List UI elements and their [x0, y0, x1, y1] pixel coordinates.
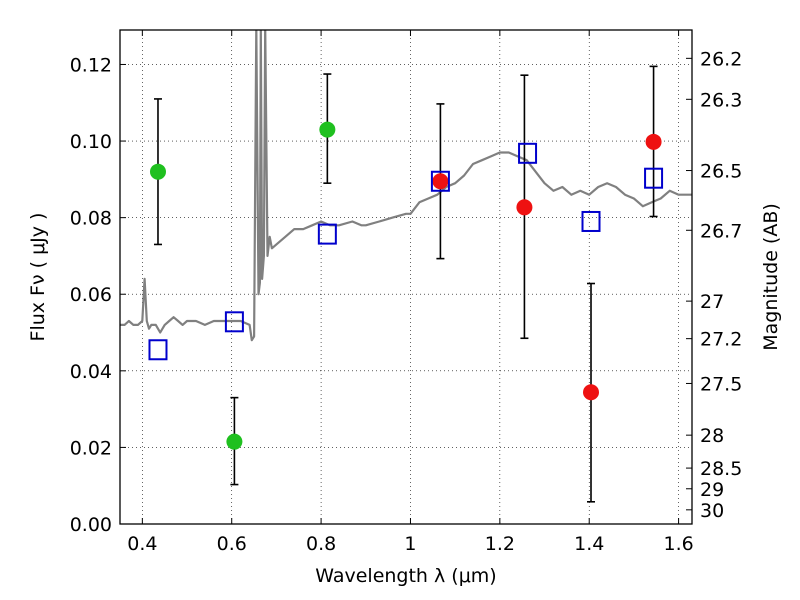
x-axis: 0.4 0.6 0.8 1 1.2 1.4 1.6 [127, 30, 694, 555]
y-axis-left: 0.00 0.02 0.04 0.06 0.08 0.10 0.12 [70, 54, 126, 536]
mag-tick-label: 26.5 [700, 161, 742, 183]
model-point [317, 223, 337, 245]
mag-tick-label: 29 [700, 479, 724, 501]
mag-tick-label: 27 [700, 291, 724, 313]
x-tick-label: 1.2 [485, 533, 515, 555]
x-axis-label: Wavelength λ (μm) [315, 565, 496, 587]
points-layer [148, 121, 664, 450]
model-point [581, 210, 601, 232]
mag-tick-label: 26.2 [700, 48, 742, 70]
spectrum-layer [120, 30, 692, 342]
mag-tick-label: 28 [700, 425, 724, 447]
data-point [149, 163, 166, 180]
y-tick-label: 0.06 [70, 284, 112, 306]
mag-tick-label: 28.5 [700, 458, 742, 480]
mag-tick-label: 27.5 [700, 373, 742, 395]
x-tick-label: 1.4 [574, 533, 604, 555]
model-point [148, 339, 168, 361]
data-point [583, 384, 600, 401]
plot-frame [119, 29, 693, 525]
mag-tick-label: 26.3 [700, 89, 742, 111]
x-tick-label: 0.4 [127, 533, 157, 555]
data-point [432, 173, 449, 190]
model-point [518, 142, 538, 164]
data-point [319, 121, 336, 138]
y-tick-label: 0.12 [70, 54, 112, 76]
y-tick-label: 0.02 [70, 437, 112, 459]
model-point [644, 167, 664, 189]
y-tick-label: 0.10 [70, 131, 112, 153]
data-point [645, 133, 662, 150]
y-tick-label: 0.00 [70, 514, 112, 536]
data-point [226, 433, 243, 450]
x-tick-label: 0.8 [306, 533, 336, 555]
y-tick-label: 0.04 [70, 361, 112, 383]
mag-tick-label: 30 [700, 500, 724, 522]
spectrum-line [120, 30, 692, 342]
y-tick-label: 0.08 [70, 208, 112, 230]
mag-tick-label: 26.7 [700, 220, 742, 242]
x-tick-label: 1.6 [663, 533, 693, 555]
x-tick-label: 1 [404, 533, 416, 555]
model-point [224, 311, 244, 333]
mag-tick-label: 27.2 [700, 329, 742, 351]
y-axis-right-label: Magnitude (AB) [760, 203, 782, 351]
data-point [516, 199, 533, 216]
model-point [430, 170, 450, 192]
y-axis-label: Flux Fν ( μJy ) [27, 213, 49, 342]
x-tick-label: 0.6 [217, 533, 247, 555]
